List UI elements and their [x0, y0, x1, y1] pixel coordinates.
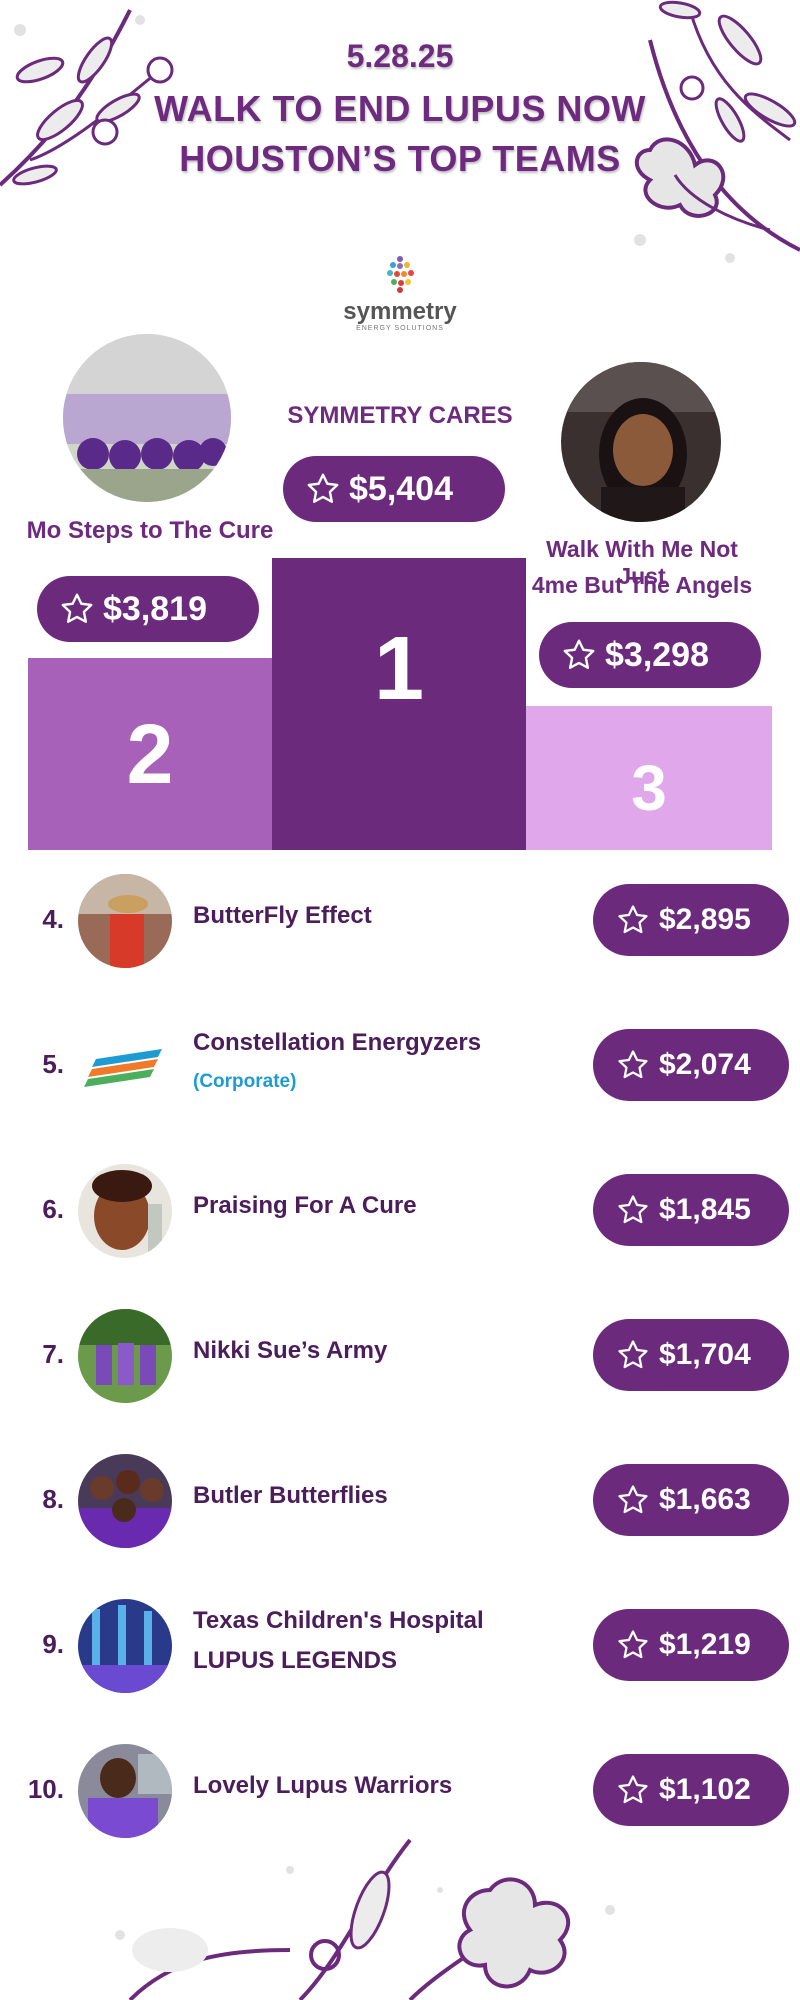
sponsor-name: symmetry	[343, 298, 457, 325]
team-name: Lovely Lupus Warriors	[193, 1772, 453, 1799]
amount-pill-third: $3,298	[539, 622, 761, 688]
star-icon	[607, 1338, 659, 1372]
amount-pill: $1,219	[593, 1609, 789, 1681]
team-name-first: SYMMETRY CARES	[287, 402, 513, 429]
team-name: Texas Children's Hospital	[193, 1607, 484, 1634]
amount-pill: $2,895	[593, 884, 789, 956]
amount-pill: $1,704	[593, 1319, 789, 1391]
amount-pill: $1,845	[593, 1174, 789, 1246]
podium-block-third: 3	[526, 706, 772, 850]
amount-pill-second: $3,819	[37, 576, 259, 642]
place-number: 1	[373, 619, 425, 719]
list-item: 6. Praising For A Cure $1,845	[0, 1160, 800, 1260]
sponsor-logo: symmetry ENERGY SOLUTIONS	[340, 255, 460, 335]
star-icon	[607, 1628, 659, 1662]
team-name: Butler Butterflies	[193, 1482, 388, 1509]
team-photo	[78, 1309, 172, 1403]
amount-value: $3,819	[103, 589, 207, 628]
rank-number: 6.	[42, 1194, 64, 1224]
rank-number: 10.	[27, 1774, 64, 1804]
star-icon	[297, 471, 349, 507]
constellation-logo-icon	[78, 1019, 172, 1113]
star-icon	[607, 1193, 659, 1227]
place-number: 2	[126, 706, 174, 801]
amount-value: $1,704	[659, 1338, 751, 1371]
team-name: Constellation Energyzers	[193, 1029, 482, 1056]
amount-pill-first: $5,404	[283, 456, 505, 522]
amount-value: $5,404	[349, 469, 453, 508]
page-subtitle: HOUSTON’S TOP TEAMS	[179, 138, 621, 179]
team-name-second: Mo Steps to The Cure	[26, 517, 274, 544]
event-title: WALK TO END LUPUS NOW	[154, 88, 646, 129]
team-name: ButterFly Effect	[193, 902, 372, 929]
floral-decoration-bottom	[115, 1838, 615, 2000]
amount-pill: $1,102	[593, 1754, 789, 1826]
star-icon	[607, 903, 659, 937]
team-photo	[78, 1599, 172, 1693]
team-photo	[78, 874, 172, 968]
podium-block-second: 2	[28, 658, 272, 850]
team-name: Praising For A Cure	[193, 1192, 417, 1219]
sponsor-tagline: ENERGY SOLUTIONS	[356, 325, 444, 332]
rank-number: 9.	[42, 1629, 64, 1659]
amount-value: $1,663	[659, 1483, 751, 1516]
star-icon	[607, 1483, 659, 1517]
team-photo	[78, 1454, 172, 1548]
star-icon	[607, 1773, 659, 1807]
star-icon	[607, 1048, 659, 1082]
event-date: 5.28.25	[346, 38, 454, 74]
amount-value: $3,298	[605, 635, 709, 674]
star-icon	[553, 637, 605, 673]
list-item: 9. Texas Children's Hospital LUPUS LEGEN…	[0, 1595, 800, 1695]
amount-pill: $1,663	[593, 1464, 789, 1536]
rank-number: 7.	[42, 1339, 64, 1369]
team-category-label: (Corporate)	[193, 1071, 297, 1092]
team-name: Nikki Sue’s Army	[193, 1337, 388, 1364]
floral-decoration-top-right	[634, 0, 800, 263]
team-photo	[78, 1164, 172, 1258]
list-item: 7. Nikki Sue’s Army $1,704	[0, 1305, 800, 1405]
rank-number: 4.	[42, 904, 64, 934]
amount-value: $1,845	[659, 1193, 751, 1226]
rank-number: 8.	[42, 1484, 64, 1514]
amount-value: $2,895	[659, 903, 751, 936]
amount-value: $1,102	[659, 1773, 751, 1806]
rank-number: 5.	[42, 1049, 64, 1079]
floral-decoration-top-left	[0, 9, 174, 187]
place-number: 3	[631, 752, 667, 824]
amount-pill: $2,074	[593, 1029, 789, 1101]
list-item: 8. Butler Butterflies $1,663	[0, 1450, 800, 1550]
team-name-third-line2: 4me But The Angels	[531, 572, 753, 598]
list-item: 4. ButterFly Effect $2,895	[0, 870, 800, 970]
list-item: 5. Constellation Energyzers (Corporate) …	[0, 1015, 800, 1115]
team-name-line2: LUPUS LEGENDS	[193, 1647, 398, 1674]
symmetry-logo-icon	[387, 256, 414, 293]
podium-block-first: 1	[272, 558, 526, 850]
amount-value: $1,219	[659, 1628, 751, 1661]
team-name-third-line1: Walk With Me Not Just	[546, 536, 738, 589]
amount-value: $2,074	[659, 1048, 751, 1081]
team-photo-third	[561, 362, 721, 522]
list-item: 10. Lovely Lupus Warriors $1,102	[0, 1740, 800, 1840]
team-photo	[78, 1744, 172, 1838]
star-icon	[51, 591, 103, 627]
team-photo-second	[63, 334, 231, 502]
